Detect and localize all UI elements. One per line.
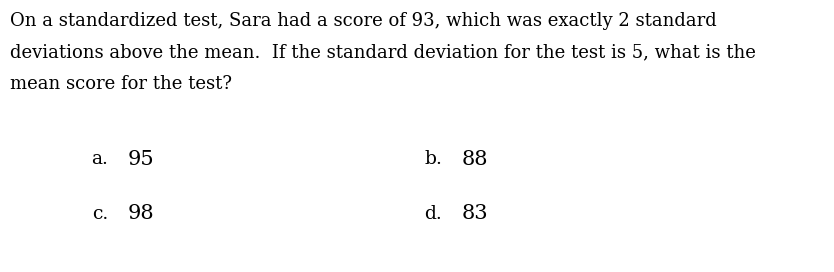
Text: d.: d. [425, 205, 442, 222]
Text: 98: 98 [128, 204, 154, 223]
Text: On a standardized test, Sara had a score of 93, which was exactly 2 standard: On a standardized test, Sara had a score… [10, 12, 716, 30]
Text: c.: c. [93, 205, 108, 222]
Text: deviations above the mean.  If the standard deviation for the test is 5, what is: deviations above the mean. If the standa… [10, 44, 756, 61]
Text: a.: a. [92, 150, 108, 168]
Text: 88: 88 [461, 150, 488, 169]
Text: 95: 95 [128, 150, 154, 169]
Text: mean score for the test?: mean score for the test? [10, 75, 232, 93]
Text: 83: 83 [461, 204, 488, 223]
Text: b.: b. [425, 150, 442, 168]
